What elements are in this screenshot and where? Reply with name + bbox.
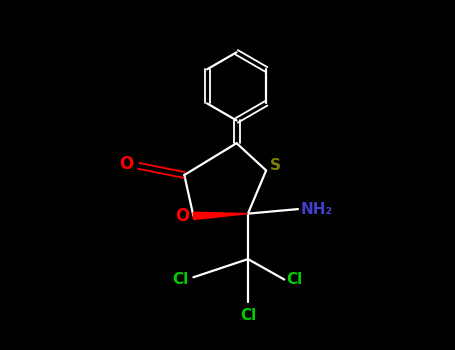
Text: Cl: Cl (240, 308, 256, 323)
Text: O: O (119, 155, 133, 173)
Text: S: S (270, 158, 281, 173)
Text: Cl: Cl (287, 272, 303, 287)
Text: Cl: Cl (172, 272, 189, 287)
Text: O: O (175, 207, 189, 225)
Text: NH₂: NH₂ (300, 202, 332, 217)
Polygon shape (193, 212, 248, 219)
